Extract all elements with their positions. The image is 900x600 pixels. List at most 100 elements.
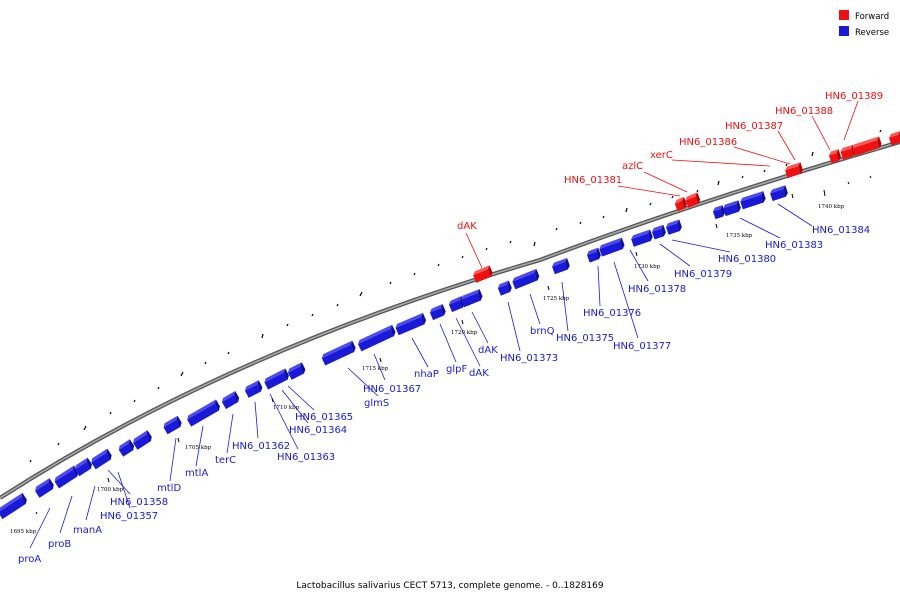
leader-line-reverse-hn6-01375-20: [561, 281, 569, 332]
figure-caption: Lactobacillus salivarius CECT 5713, comp…: [296, 581, 603, 591]
leader-line-reverse-dak-16: [455, 317, 481, 367]
gene-label-nhap-14: nhaP: [414, 369, 439, 380]
reverse-gene-block-12: [264, 368, 289, 390]
leader-line-forward-hn6-01381: [617, 185, 681, 197]
leader-line-reverse-dak-17: [471, 311, 489, 344]
gene-label-hn6-01363-9: HN6_01363: [277, 452, 335, 463]
forward-gene-block-7: [852, 136, 882, 156]
gene-label-azlc: azlC: [622, 161, 643, 172]
legend-label-reverse: Reverse: [855, 28, 889, 38]
reverse-gene-block-8: [163, 415, 182, 435]
forward-gene-block-2: [674, 196, 687, 212]
gene-label-brnq-19: brnQ: [530, 326, 555, 337]
ruler-label-1710-kbp: 1710 kbp: [273, 405, 300, 411]
reverse-gene-block-28: [712, 205, 725, 220]
leader-line-forward-xerc: [671, 159, 771, 167]
reverse-gene-block-25: [631, 229, 653, 247]
gene-label-dak: dAK: [457, 221, 477, 232]
gene-label-dak-16: dAK: [469, 368, 489, 379]
leader-line-reverse-brnq-19: [529, 293, 541, 325]
gene-label-hn6-01365-11: HN6_01365: [295, 412, 353, 423]
gene-label-hn6-01380-25: HN6_01380: [718, 254, 776, 265]
gene-label-hn6-01362-8: HN6_01362: [232, 441, 290, 452]
leader-line-reverse-hn6-01378-23: [629, 249, 649, 282]
leader-line-reverse-hn6-01377-22: [613, 261, 639, 339]
ruler-label-1725-kbp: 1725 kbp: [543, 296, 570, 302]
gene-label-hn6-01384-27: HN6_01384: [812, 225, 870, 236]
gene-label-glpf-15: glpF: [446, 364, 467, 375]
reverse-gene-block-20: [497, 280, 512, 296]
leader-line-reverse-glms-12: [347, 367, 379, 397]
gene-label-hn6-01367-13: HN6_01367: [363, 384, 421, 395]
gene-label-hn6-01375-20: HN6_01375: [556, 333, 614, 344]
gene-label-proa-0: proA: [18, 554, 41, 565]
reverse-genes: [0, 185, 788, 519]
reverse-gene-block-2: [35, 478, 54, 498]
leader-line-reverse-hn6-01379-24: [659, 243, 691, 267]
gene-label-hn6-01378-23: HN6_01378: [628, 284, 686, 295]
leader-line-reverse-proa-0: [29, 507, 51, 549]
gene-label-hn6-01377-22: HN6_01377: [613, 341, 671, 352]
leader-line-reverse-hn6-01376-21: [597, 265, 601, 307]
gene-label-hn6-01373-18: HN6_01373: [500, 353, 558, 364]
reverse-gene-block-27: [666, 219, 682, 235]
gene-label-hn6-01358-4: HN6_01358: [110, 497, 168, 508]
gene-label-xerc: xerC: [650, 150, 673, 161]
leader-line-reverse-hn6-01364-10: [281, 389, 309, 424]
gene-label-mtla-6: mtlA: [185, 468, 208, 479]
reverse-gene-block-14: [321, 340, 356, 366]
leader-line-forward-hn6-01387: [777, 130, 796, 161]
ruler-label-1740-kbp: 1740 kbp: [818, 204, 845, 210]
forward-gene-block-1: [473, 265, 493, 283]
reverse-gene-block-3: [54, 465, 79, 489]
leader-line-reverse-hn6-01365-11: [287, 385, 315, 411]
leader-line-reverse-hn6-01373-18: [507, 301, 521, 352]
reverse-gene-block-15: [357, 324, 396, 352]
forward-gene-block-5: [828, 149, 841, 164]
leader-line-reverse-mana-2: [85, 485, 96, 521]
gene-label-prob-1: proB: [48, 539, 71, 550]
reverse-gene-block-29: [723, 200, 741, 216]
leader-line-reverse-terc-7: [226, 413, 234, 454]
reverse-gene-block-1: [0, 492, 27, 519]
leader-line-reverse-hn6-01357-3: [117, 471, 131, 509]
reverse-gene-block-4: [74, 457, 92, 477]
legend: Forward Reverse: [839, 10, 889, 38]
leader-line-reverse-mtld-5: [169, 437, 177, 482]
ruler-label-1735-kbp: 1735 kbp: [726, 233, 753, 239]
leader-line-reverse-hn6-01380-25: [671, 239, 731, 253]
leader-line-reverse-prob-1: [59, 495, 73, 534]
gene-label-glms-12: glmS: [364, 398, 389, 409]
gene-label-hn6-01364-10: HN6_01364: [289, 425, 347, 436]
gene-label-hn6-01386: HN6_01386: [679, 137, 737, 148]
reverse-gene-block-21: [512, 268, 540, 290]
ruler-labels: 1695 kbp 1700 kbp 1705 kbp 1710 kbp 1715 kbp…: [10, 204, 845, 535]
reverse-gene-block-13: [287, 362, 306, 380]
gene-label-hn6-01388: HN6_01388: [775, 106, 833, 117]
leader-line-reverse-hn6-01383-26: [739, 217, 781, 239]
gene-label-hn6-01387: HN6_01387: [725, 121, 783, 132]
ruler-label-1730-kbp: 1730 kbp: [634, 264, 661, 270]
reverse-gene-block-9: [187, 399, 220, 427]
ruler-label-1695-kbp: 1695 kbp: [10, 529, 37, 535]
reverse-gene-block-24: [599, 237, 625, 257]
ruler-label-1715-kbp: 1715 kbp: [362, 366, 389, 372]
leader-line-forward-hn6-01388: [811, 115, 831, 151]
leader-line-forward-dak: [465, 232, 483, 269]
leader-line-reverse-hn6-01384-27: [777, 203, 813, 227]
reverse-gene-block-10: [221, 390, 240, 409]
leader-line-reverse-mtla-6: [195, 425, 204, 467]
genome-backbone: [0, 139, 900, 500]
reverse-gene-block-31: [770, 185, 788, 201]
label-leader-lines: [29, 100, 859, 549]
legend-label-forward: Forward: [855, 12, 889, 22]
leader-line-reverse-hn6-01363-9: [269, 393, 299, 450]
ruler-ticks-above: [29, 129, 882, 463]
ruler-ticks-below: [35, 175, 872, 515]
reverse-gene-block-23: [586, 247, 601, 263]
ruler-label-1705-kbp: 1705 kbp: [185, 445, 212, 451]
leader-line-reverse-nhap-14: [411, 337, 429, 368]
legend-swatch-forward: [839, 10, 849, 20]
